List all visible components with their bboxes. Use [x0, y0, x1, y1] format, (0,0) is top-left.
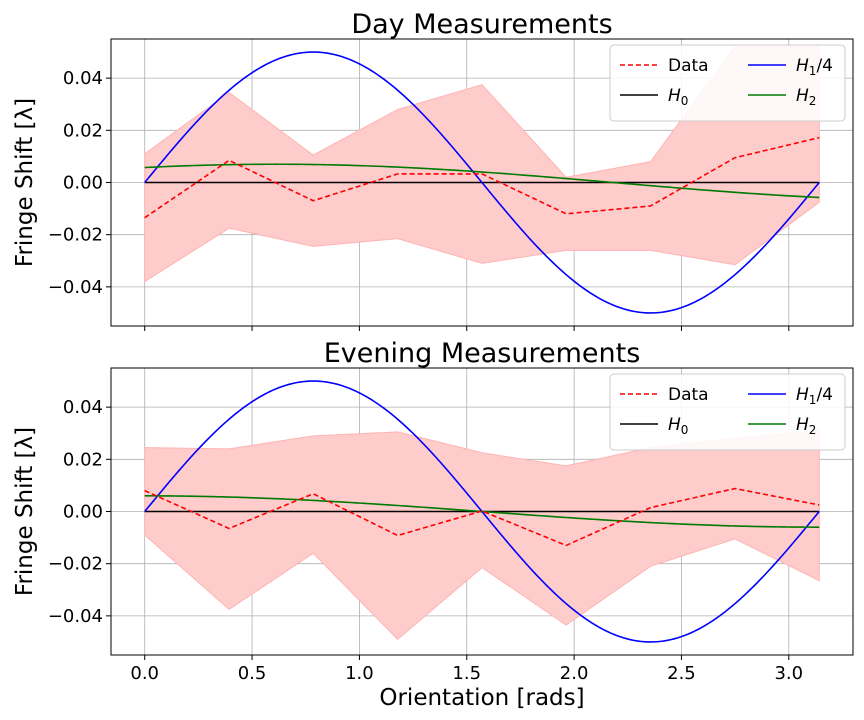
legend-label: H2 — [796, 86, 816, 108]
legend-box — [609, 373, 846, 451]
legend-label-main: H — [796, 415, 809, 435]
series-line-h2 — [144, 163, 820, 199]
x-tick-label: 2.5 — [667, 663, 696, 684]
legend-label: H2 — [796, 415, 816, 437]
legend-label-main: Data — [668, 385, 709, 405]
y-tick-label: −0.02 — [48, 225, 103, 246]
y-tick-label: 0.02 — [63, 120, 103, 141]
y-tick-label: 0.04 — [63, 68, 103, 89]
legend-label-sub: 2 — [809, 94, 817, 108]
legend-label-main: Data — [668, 56, 709, 76]
legend-label-sub: 1 — [809, 64, 817, 78]
plot-area — [144, 380, 820, 643]
y-tick-label: −0.04 — [48, 277, 103, 298]
y-axis-label: Fringe Shift [λ] — [12, 427, 38, 596]
legend-label-main: H — [796, 56, 809, 76]
x-tick-label: 1.0 — [345, 663, 374, 684]
legend-label-main: H — [668, 415, 681, 435]
series-line-data — [144, 487, 820, 547]
error-band — [144, 46, 820, 283]
legend-label-sub: 0 — [681, 423, 689, 437]
x-tick-label: 1.5 — [452, 663, 481, 684]
legend-label-main: H — [796, 385, 809, 405]
y-tick-label: −0.04 — [48, 606, 103, 627]
y-tick-label: −0.02 — [48, 554, 103, 575]
legend-label: H1/4 — [796, 385, 833, 407]
chart-title: Day Measurements — [351, 9, 612, 40]
series-line-h2 — [144, 495, 820, 528]
legend-label: H1/4 — [796, 56, 833, 78]
y-tick-label: 0.00 — [63, 502, 103, 523]
series-line-h1-4 — [144, 51, 820, 314]
x-tick-label: 3.0 — [774, 663, 803, 684]
legend-label: H0 — [668, 415, 688, 437]
y-tick-label: 0.00 — [63, 173, 103, 194]
y-axis-label: Fringe Shift [λ] — [12, 98, 38, 267]
legend-label-sub: 1 — [809, 393, 817, 407]
legend-box — [609, 44, 846, 122]
error-band — [144, 430, 820, 641]
x-tick-label: 0.5 — [238, 663, 267, 684]
legend-label: Data — [668, 56, 709, 76]
series-line-data — [144, 136, 820, 219]
legend-label-suffix: /4 — [816, 56, 833, 76]
plot-area — [144, 46, 820, 314]
y-tick-label: 0.02 — [63, 449, 103, 470]
x-tick-label: 2.0 — [560, 663, 589, 684]
legend-label-main: H — [668, 86, 681, 106]
legend-label-suffix: /4 — [816, 385, 833, 405]
chart-title: Evening Measurements — [324, 338, 641, 369]
x-axis-label: Orientation [rads] — [379, 685, 584, 711]
chart-panel-1: −0.04 −0.02 0.00 0.02 0.04 0.0 0.5 1.0 1.5 2.0 2.5… — [12, 338, 854, 711]
legend-label: H0 — [668, 86, 688, 108]
legend-label: Data — [668, 385, 709, 405]
y-tick-label: 0.04 — [63, 397, 103, 418]
legend-label-sub: 2 — [809, 423, 817, 437]
legend-label-sub: 0 — [681, 94, 689, 108]
legend-label-main: H — [796, 86, 809, 106]
x-tick-label: 0.0 — [130, 663, 159, 684]
chart-panel-0: −0.04 −0.02 0.00 0.02 0.04 Day Measurements Fr… — [12, 9, 854, 331]
